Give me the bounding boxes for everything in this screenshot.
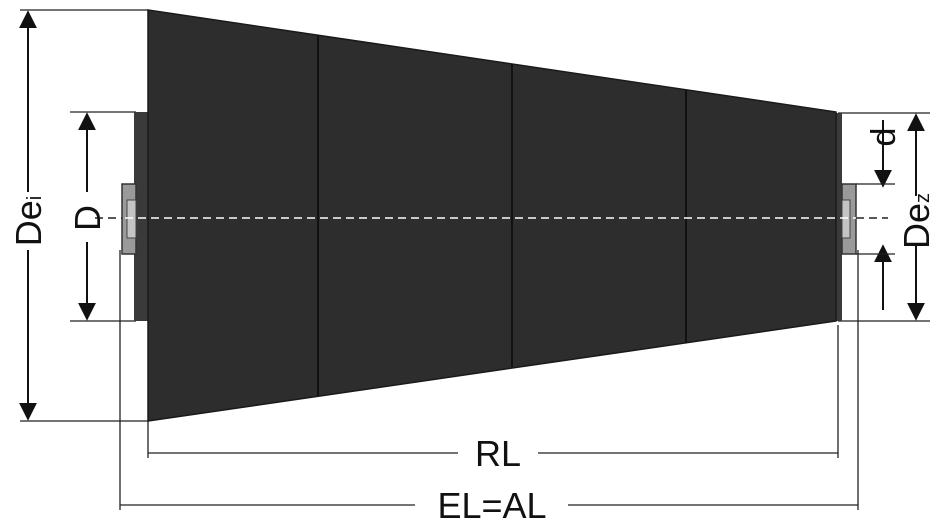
label-d-lower: d — [865, 128, 903, 147]
dimension-de-i: Dei — [8, 10, 49, 421]
right-shaft-inner — [841, 199, 851, 239]
left-shaft-inner — [126, 199, 137, 239]
label-el-al: EL=AL — [437, 485, 546, 523]
right-bearing-flange — [834, 113, 842, 321]
right-shaft-assembly — [834, 113, 857, 321]
dimension-el-al: EL=AL — [120, 485, 858, 523]
dimension-de-z: Dez — [896, 113, 931, 321]
label-de-z: Dez — [896, 193, 931, 249]
label-rl: RL — [475, 433, 521, 474]
conical-roller-body — [147, 9, 837, 422]
left-bearing-flange — [134, 112, 148, 321]
dimension-rl: RL — [148, 433, 838, 474]
label-de-i: Dei — [8, 196, 49, 246]
segment-dividers — [317, 35, 687, 396]
extension-lines — [20, 9, 930, 510]
dimension-d-upper: D — [67, 112, 108, 321]
label-d-upper: D — [67, 205, 108, 231]
dimension-d-lower: d — [856, 120, 903, 310]
left-shaft-assembly — [121, 112, 148, 321]
